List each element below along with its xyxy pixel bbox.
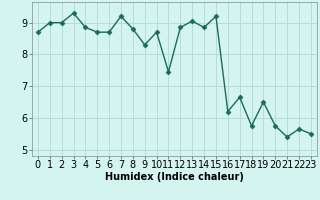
X-axis label: Humidex (Indice chaleur): Humidex (Indice chaleur) [105,172,244,182]
